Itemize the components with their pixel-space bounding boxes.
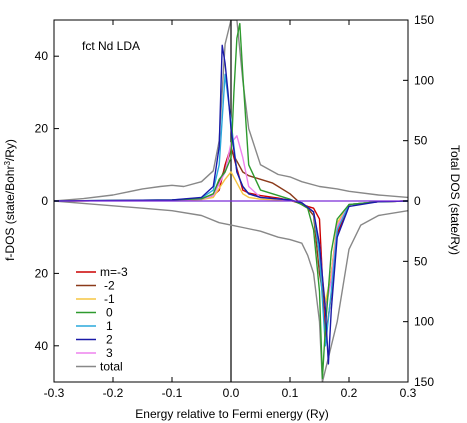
tick-layer: -0.3 -0.2 -0.1 0.0 0.1 0.2 0.34020020401501005… xyxy=(35,13,435,400)
y-right-tick-label: 150 xyxy=(414,13,434,27)
x-tick-label: -0.1 xyxy=(162,386,183,400)
x-tick-label: 0.0 xyxy=(223,386,240,400)
y-axis-right-label: Total DOS (state/Ry) xyxy=(448,145,462,255)
y-left-tick-label: 20 xyxy=(35,122,49,136)
y-right-tick-label: 50 xyxy=(414,134,428,148)
y-left-label-prefix: f-DOS (state/Bohr xyxy=(3,166,17,261)
legend-label: m=-3 xyxy=(100,265,128,279)
legend-label: 2 xyxy=(106,333,113,347)
legend-label: 3 xyxy=(106,346,113,360)
x-tick-label: -0.3 xyxy=(44,386,65,400)
y-right-tick-label: 0 xyxy=(414,194,421,208)
legend-entry: 1 xyxy=(76,319,113,333)
legend-entry: 0 xyxy=(76,306,113,320)
legend-label: -1 xyxy=(104,292,115,306)
y-right-tick-label: 150 xyxy=(414,375,434,389)
legend-entry: -2 xyxy=(76,279,115,293)
y-left-label-suffix: /Ry) xyxy=(3,139,17,161)
y-right-tick-label: 100 xyxy=(414,315,434,329)
y-left-tick-label: 20 xyxy=(35,266,49,280)
y-left-tick-label: 40 xyxy=(35,49,49,63)
y-right-tick-label: 100 xyxy=(414,73,434,87)
legend-label: 0 xyxy=(106,306,113,320)
series-line-total xyxy=(54,20,408,202)
legend-entry: m=-3 xyxy=(76,265,128,279)
legend-entry: 2 xyxy=(76,333,113,347)
y-left-tick-label: 40 xyxy=(35,339,49,353)
y-right-tick-label: 50 xyxy=(414,254,428,268)
series-line-2 xyxy=(54,44,408,365)
x-tick-label: 0.3 xyxy=(400,386,417,400)
chart-annotation: fct Nd LDA xyxy=(82,39,140,53)
series-layer xyxy=(54,20,408,382)
legend-label: total xyxy=(100,360,123,374)
legend-entry: -1 xyxy=(76,292,115,306)
y-left-tick-label: 0 xyxy=(41,194,48,208)
legend-label: -2 xyxy=(104,279,115,293)
x-tick-label: 0.1 xyxy=(282,386,299,400)
x-axis-label: Energy relative to Fermi energy (Ry) xyxy=(135,407,328,421)
x-tick-label: 0.2 xyxy=(341,386,358,400)
legend-label: 1 xyxy=(106,319,113,333)
legend-entry: 3 xyxy=(76,346,113,360)
legend-entry: total xyxy=(76,360,123,374)
y-left-label-superscript: 3 xyxy=(3,161,12,166)
series-line-totaldown xyxy=(54,200,408,382)
y-axis-left-label: f-DOS (state/Bohr3/Ry) xyxy=(3,139,18,261)
x-tick-label: -0.2 xyxy=(103,386,124,400)
series-line-0 xyxy=(54,22,408,380)
